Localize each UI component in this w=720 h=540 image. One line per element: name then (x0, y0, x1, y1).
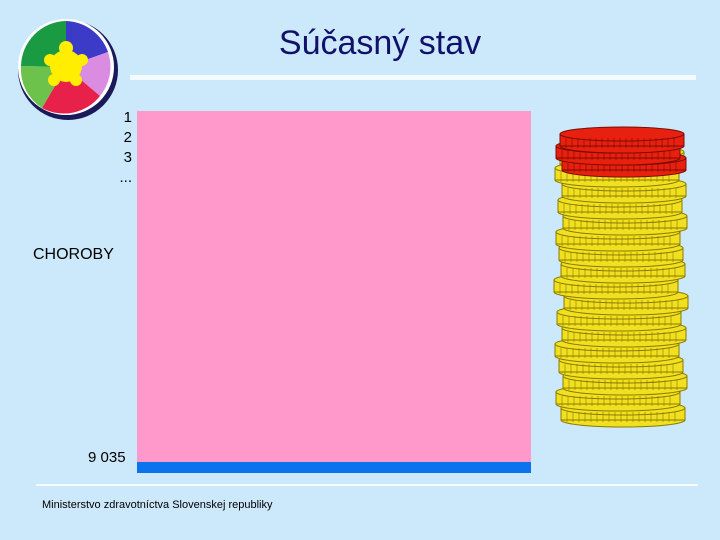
coin-stack-red (555, 126, 687, 178)
rank-list: 1 2 3 ... (110, 108, 132, 188)
footer-text: Ministerstvo zdravotníctva Slovenskej re… (42, 499, 273, 511)
rank-item-2: 2 (123, 129, 132, 146)
footer-divider (36, 484, 698, 486)
slide-title: Súčasný stav (278, 24, 482, 62)
coin-stack-gold (553, 144, 689, 428)
rank-item-3: 3 (123, 149, 132, 166)
count-bar (137, 462, 531, 473)
count-label: 9 035 (88, 449, 126, 466)
diseases-panel (137, 111, 531, 473)
red-coin (559, 126, 685, 154)
coin-stack-icon (553, 126, 689, 428)
rank-item-ellipsis: ... (119, 169, 132, 186)
title-divider (130, 75, 696, 80)
gold-coin (562, 208, 688, 236)
puzzle-circle-logo-icon (18, 19, 118, 120)
rank-item-1: 1 (123, 109, 132, 126)
gold-coin (562, 368, 688, 396)
category-label: CHOROBY (33, 246, 114, 263)
gold-coin (560, 256, 686, 284)
